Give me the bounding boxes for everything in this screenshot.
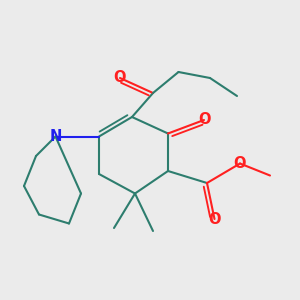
Text: O: O (208, 212, 221, 226)
Text: O: O (114, 70, 126, 86)
Text: N: N (49, 129, 62, 144)
Text: O: O (234, 156, 246, 171)
Text: O: O (198, 112, 210, 128)
